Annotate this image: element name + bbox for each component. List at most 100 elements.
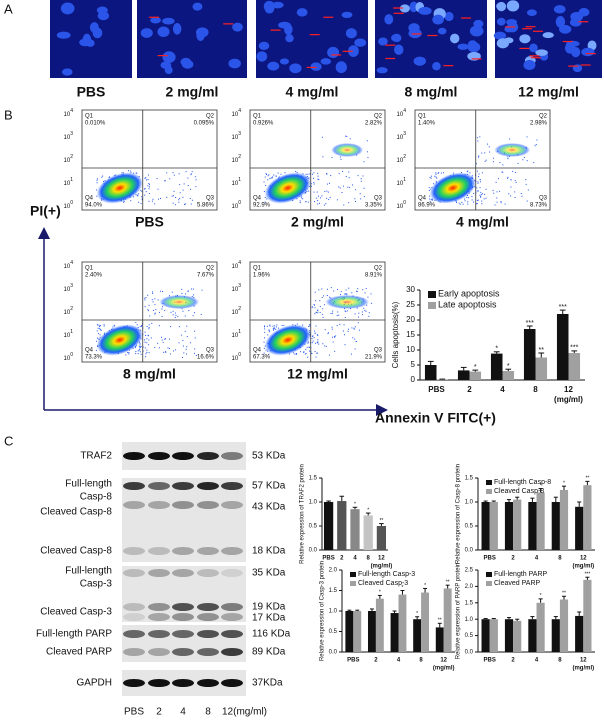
event-dot (333, 290, 335, 292)
event-dot (311, 306, 313, 308)
event-dot (313, 201, 315, 203)
nucleus (437, 27, 447, 35)
event-dot (99, 326, 101, 328)
event-dot (368, 315, 370, 317)
bar (528, 502, 537, 550)
event-dot (435, 172, 437, 174)
band (123, 482, 145, 490)
event-dot (459, 203, 461, 205)
bar (556, 314, 569, 380)
event-dot (526, 160, 528, 162)
decade-exponent: 4 (238, 260, 241, 266)
event-dot (96, 330, 98, 332)
nucleus (335, 61, 347, 74)
event-dot (315, 325, 317, 327)
nucleus (228, 58, 241, 69)
event-dot (485, 159, 487, 161)
event-dot (507, 176, 509, 178)
event-dot (128, 353, 130, 355)
bar (398, 594, 407, 652)
x-tick-label: 12 (378, 556, 385, 562)
significance: * (354, 502, 356, 508)
y-tick-label: 0 (411, 375, 416, 384)
band (172, 501, 194, 509)
event-dot (522, 159, 524, 161)
event-dot (536, 139, 538, 141)
event-dot (317, 195, 319, 197)
event-dot (99, 325, 101, 327)
event-dot (157, 342, 159, 344)
event-dot (314, 291, 316, 293)
event-dot (101, 176, 103, 178)
event-dot (507, 177, 509, 179)
event-dot (293, 352, 295, 354)
quadrant-name: Q1 (418, 114, 427, 120)
event-dot (479, 136, 481, 138)
mw-label: 89 KDa (252, 647, 286, 658)
event-dot (267, 175, 269, 177)
mw-label: 17 KDa (252, 613, 286, 624)
event-dot (310, 352, 312, 354)
bar (536, 492, 545, 550)
decade-base: 10 (64, 264, 71, 270)
event-dot (194, 176, 196, 178)
decade-exponent: 1 (70, 177, 73, 183)
legend-swatch (428, 302, 436, 309)
plot-title: 2 mg/ml (291, 214, 344, 230)
mw-label: 57 KDa (252, 481, 286, 492)
event-dot (458, 202, 460, 204)
event-dot (137, 353, 139, 355)
nucleus (496, 1, 507, 12)
event-dot (479, 187, 481, 189)
event-dot (496, 197, 498, 199)
event-dot (152, 309, 154, 311)
nucleus (348, 45, 359, 57)
decade-base: 10 (232, 112, 239, 118)
event-dot (172, 314, 174, 316)
event-dot (469, 172, 471, 174)
event-dot (140, 325, 142, 327)
band (197, 613, 219, 621)
legend-swatch (486, 572, 492, 577)
quadrant-percent: 5.86% (197, 203, 215, 209)
event-dot (326, 190, 328, 192)
image-label: 12 mg/ml (518, 84, 579, 100)
band (221, 630, 243, 638)
density (96, 172, 143, 204)
event-dot (364, 292, 366, 294)
event-dot (311, 353, 313, 355)
event-dot (481, 172, 483, 174)
event-dot (145, 356, 147, 358)
y-tick-label: 1.0 (465, 500, 474, 506)
event-dot (480, 196, 482, 198)
event-dot (327, 333, 329, 335)
quadrant-percent: 73.3% (85, 355, 103, 361)
mw-label: 43 KDa (252, 502, 286, 513)
event-dot (147, 185, 149, 187)
event-dot (341, 191, 343, 193)
protein-label: Full-length (65, 566, 112, 577)
event-dot (315, 356, 317, 358)
bar (523, 329, 536, 380)
event-dot (350, 353, 352, 355)
decade-base: 10 (232, 287, 239, 293)
nucleus (232, 22, 243, 32)
significance: ** (438, 618, 442, 624)
nucleus (196, 29, 205, 41)
y-tick-label: 1.5 (465, 600, 474, 606)
x-tick-label: PBS (484, 556, 496, 562)
event-dot (305, 201, 307, 203)
event-dot (520, 193, 522, 195)
quadrant-percent: 67.3% (253, 355, 271, 361)
image-label: 4 mg/ml (286, 84, 339, 100)
bar (513, 499, 522, 550)
quadrant-percent: 0.095% (194, 121, 215, 127)
event-dot (128, 170, 130, 172)
event-dot (367, 296, 369, 298)
decade-label: 101 (232, 177, 242, 186)
decade-exponent: 3 (70, 283, 73, 289)
event-dot (144, 297, 146, 299)
nucleus (150, 16, 161, 24)
event-dot (190, 173, 192, 175)
decade-label: 100 (64, 352, 74, 361)
